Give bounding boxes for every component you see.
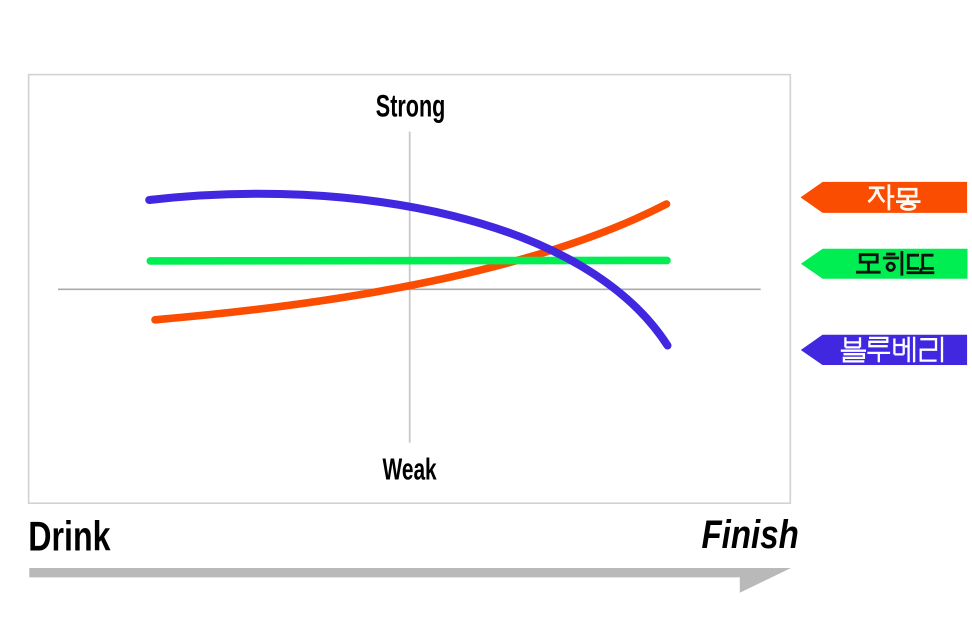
svg-text:Strong: Strong bbox=[376, 87, 446, 123]
svg-text:Weak: Weak bbox=[383, 452, 438, 487]
svg-text:Drink: Drink bbox=[28, 513, 110, 560]
svg-text:Finish: Finish bbox=[702, 512, 799, 557]
